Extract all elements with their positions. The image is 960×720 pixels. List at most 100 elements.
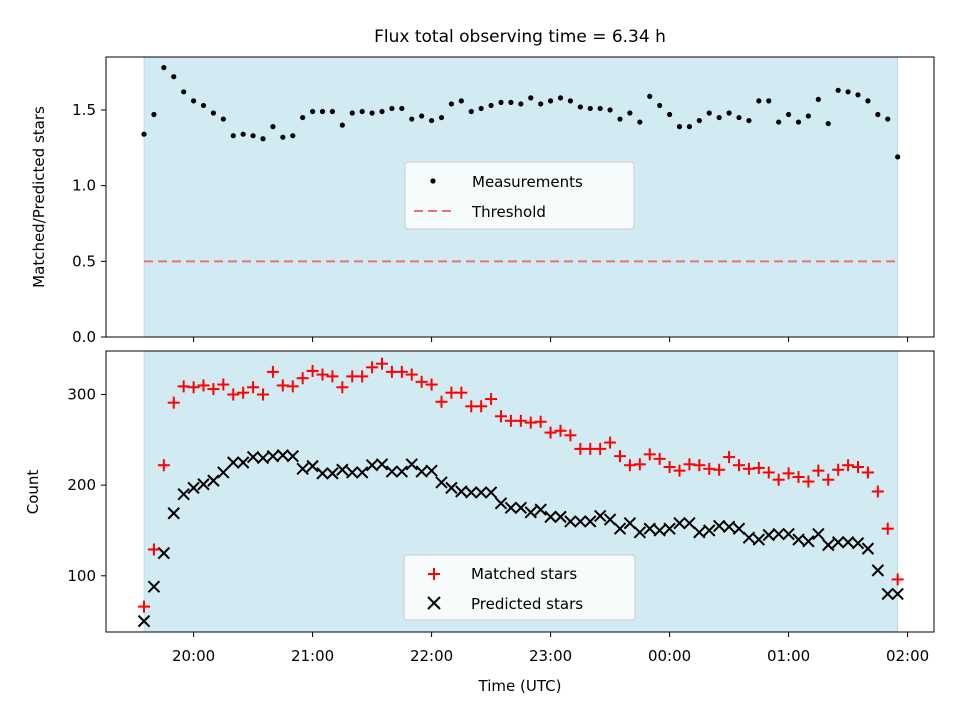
x-tick-label: 20:00 bbox=[172, 647, 215, 665]
matched-star-point bbox=[812, 464, 825, 477]
matched-star-point bbox=[852, 461, 864, 474]
predicted-star-point bbox=[673, 517, 686, 530]
matched-star-point bbox=[306, 364, 319, 377]
predicted-star-point bbox=[316, 467, 329, 480]
predicted-star-point bbox=[663, 522, 676, 535]
matched-star-point bbox=[514, 414, 527, 427]
measurement-point bbox=[776, 119, 782, 125]
matched-star-point bbox=[138, 600, 150, 613]
measurement-point bbox=[200, 102, 207, 109]
matched-star-point bbox=[842, 459, 855, 472]
measurement-point bbox=[795, 119, 802, 125]
ratio-legend-box bbox=[404, 161, 635, 230]
measurement-point bbox=[468, 108, 474, 115]
matched-star-point bbox=[544, 426, 557, 439]
predicted-star-point bbox=[544, 510, 557, 524]
y-tick-label: 0.0 bbox=[72, 328, 96, 346]
matched-star-point bbox=[227, 388, 240, 401]
measurement-point bbox=[399, 105, 405, 112]
matched-star-point bbox=[455, 386, 468, 399]
measurements-legend-label: Measurements bbox=[472, 173, 583, 191]
measurement-point bbox=[815, 96, 821, 102]
y-tick-label: 1.5 bbox=[72, 101, 96, 119]
measurement-point bbox=[766, 98, 772, 104]
matched-star-point bbox=[415, 375, 428, 388]
predicted-star-point bbox=[812, 527, 825, 541]
predicted-star-point bbox=[137, 614, 151, 628]
measurement-point bbox=[161, 64, 167, 71]
predicted-star-point bbox=[415, 465, 428, 478]
measurement-point bbox=[181, 89, 187, 95]
predicted-star-point bbox=[217, 466, 230, 479]
ratio-panel: 0.0 0.5 1.0 1.5 Matched/Predicted stars Mea… bbox=[30, 56, 935, 346]
measurement-point bbox=[885, 116, 891, 122]
measurement-point bbox=[409, 116, 415, 122]
predicted-star-point bbox=[385, 465, 399, 478]
predicted-star-point bbox=[286, 449, 299, 463]
predicted-star-point bbox=[623, 517, 637, 530]
predicted-star-point bbox=[752, 533, 766, 546]
predicted-star-point bbox=[266, 449, 280, 463]
measurement-point bbox=[538, 101, 544, 107]
measurement-point bbox=[785, 111, 792, 118]
predicted-star-point bbox=[802, 535, 815, 548]
counts-x-axis: 20:00 21:00 22:00 23:00 00:00 01:00 02:00 bbox=[172, 632, 929, 665]
measurement-point bbox=[726, 110, 732, 116]
measurement-point bbox=[349, 110, 355, 116]
chart-title: Flux total observing time = 6.34 h bbox=[374, 27, 666, 47]
predicted-star-point bbox=[187, 481, 200, 495]
predicted-star-point bbox=[355, 466, 369, 479]
predicted-star-point bbox=[167, 507, 180, 520]
measurement-point bbox=[637, 119, 643, 125]
predicted-star-point bbox=[693, 526, 706, 539]
predicted-star-point bbox=[722, 520, 736, 534]
y-tick-label: 100 bbox=[67, 567, 96, 585]
matched-star-point bbox=[673, 464, 686, 477]
predicted-star-point bbox=[524, 506, 537, 519]
matched-star-point bbox=[435, 395, 448, 408]
measurement-point bbox=[557, 95, 564, 101]
measurement-point bbox=[419, 113, 425, 119]
predicted-star-point bbox=[584, 515, 597, 528]
measurement-point bbox=[577, 104, 583, 110]
matched-star-point bbox=[633, 458, 646, 471]
matched-star-point bbox=[891, 573, 904, 586]
measurement-point bbox=[329, 108, 336, 115]
matched-stars-legend-label: Matched stars bbox=[471, 565, 577, 583]
measurement-point bbox=[151, 111, 157, 118]
measurement-point bbox=[518, 101, 524, 107]
measurement-point bbox=[825, 120, 831, 127]
measurement-point bbox=[855, 92, 861, 98]
matched-star-point bbox=[762, 466, 775, 479]
matched-star-point bbox=[187, 381, 200, 394]
predicted-star-point bbox=[276, 449, 290, 462]
measurements-legend-marker bbox=[430, 178, 436, 184]
matched-star-point bbox=[197, 379, 210, 392]
measurement-point bbox=[428, 117, 435, 124]
matched-star-point bbox=[247, 381, 260, 394]
matched-star-point bbox=[614, 450, 626, 463]
counts-legend-box bbox=[403, 554, 636, 621]
predicted-star-point bbox=[772, 527, 785, 541]
matched-star-point bbox=[207, 383, 220, 396]
predicted-star-point bbox=[564, 515, 577, 528]
predicted-star-point bbox=[445, 481, 458, 495]
matched-star-point bbox=[326, 370, 339, 383]
predicted-star-point bbox=[841, 536, 855, 549]
matched-star-point bbox=[792, 470, 805, 483]
measurement-point bbox=[756, 98, 762, 104]
measurement-point bbox=[895, 154, 901, 160]
x-tick-label: 23:00 bbox=[529, 647, 572, 665]
matched-star-point bbox=[713, 463, 726, 476]
matched-star-point bbox=[237, 386, 250, 399]
measurement-point bbox=[587, 105, 593, 112]
x-tick-label: 22:00 bbox=[410, 647, 453, 665]
matched-star-point bbox=[534, 415, 547, 428]
predicted-star-point bbox=[732, 522, 746, 535]
matched-star-point bbox=[861, 466, 874, 479]
predicted-stars-series bbox=[137, 449, 904, 628]
measurement-point bbox=[230, 133, 236, 139]
predicted-star-point bbox=[762, 528, 775, 542]
measurement-point bbox=[171, 74, 177, 80]
